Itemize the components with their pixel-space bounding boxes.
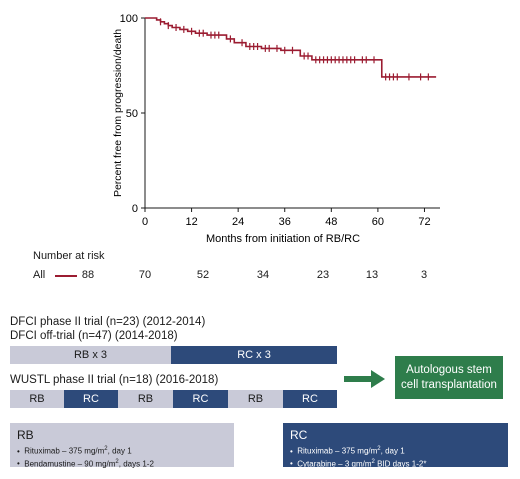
- x-tick-label: 0: [142, 216, 148, 228]
- rb-regimen-title: RB: [17, 428, 34, 442]
- rc-regimen-box: RC Rituximab – 375 mg/m2, day 1 Cytarabi…: [283, 423, 508, 470]
- wustl-rc-segment: RC: [173, 390, 228, 408]
- risk-table-title: Number at risk: [33, 250, 105, 262]
- rb-rituximab-item: Rituximab – 375 mg/m2, day 1: [17, 444, 227, 457]
- wustl-rb-segment: RB: [10, 390, 64, 408]
- dfci-rb-segment: RB x 3: [10, 346, 171, 364]
- rb-bendamustine-item: Bendamustine – 90 mg/m2, days 1-2: [17, 457, 227, 470]
- x-axis-ticks: 0 12 24 36 48 60 72: [142, 208, 431, 228]
- arrow-head-icon: [371, 370, 385, 388]
- censor-marks: [159, 18, 429, 81]
- wustl-rb-segment: RB: [228, 390, 283, 408]
- risk-count: 70: [138, 269, 152, 281]
- risk-count: 34: [256, 269, 270, 281]
- wustl-label: WUSTL phase II trial (n=18) (2016-2018): [10, 374, 219, 386]
- rc-rituximab-item: Rituximab – 375 mg/m2, day 1: [290, 444, 501, 457]
- x-tick-label: 36: [279, 216, 291, 228]
- rc-regimen-title: RC: [290, 428, 308, 442]
- y-tick-label: 50: [126, 108, 138, 120]
- x-tick-label: 12: [185, 216, 197, 228]
- rc-cytarabine-item: Cytarabine – 3 gm/m2 BID days 1-2*: [290, 457, 501, 470]
- wustl-rb-segment: RB: [118, 390, 173, 408]
- rb-regimen-box: RB Rituximab – 375 mg/m2, day 1 Bendamus…: [10, 423, 234, 470]
- y-tick-label: 0: [132, 203, 138, 215]
- y-axis-label: Percent free from progression/death: [112, 29, 124, 197]
- risk-count: 88: [81, 269, 95, 281]
- x-tick-label: 72: [418, 216, 430, 228]
- asct-line-2: cell transplantation: [401, 378, 497, 391]
- x-tick-label: 48: [325, 216, 337, 228]
- x-tick-label: 24: [232, 216, 244, 228]
- risk-count: 23: [316, 269, 330, 281]
- km-chart: 0 50 100 0 12 24 36 48 60 72 Percent free from p…: [112, 13, 440, 245]
- risk-legend-line: [55, 275, 77, 277]
- x-axis-label: Months from initiation of RB/RC: [206, 233, 360, 245]
- dfci-phase2-label: DFCI phase II trial (n=23) (2012-2014): [10, 316, 206, 328]
- x-tick-label: 60: [372, 216, 384, 228]
- risk-group-label: All: [33, 269, 46, 281]
- km-curve: [145, 17, 437, 78]
- risk-count: 52: [196, 269, 210, 281]
- wustl-rc-segment: RC: [64, 390, 118, 408]
- asct-box: Autologous stem cell transplantation: [395, 356, 503, 399]
- dfci-rc-segment: RC x 3: [171, 346, 337, 364]
- arrow-right-icon: [344, 376, 372, 382]
- y-axis-ticks: 0 50 100: [120, 13, 145, 215]
- risk-count: 13: [365, 269, 379, 281]
- asct-line-1: Autologous stem: [406, 363, 492, 376]
- wustl-rc-segment: RC: [283, 390, 337, 408]
- y-tick-label: 100: [120, 13, 138, 25]
- risk-count: 3: [420, 269, 428, 281]
- dfci-offtrial-label: DFCI off-trial (n=47) (2014-2018): [10, 330, 178, 342]
